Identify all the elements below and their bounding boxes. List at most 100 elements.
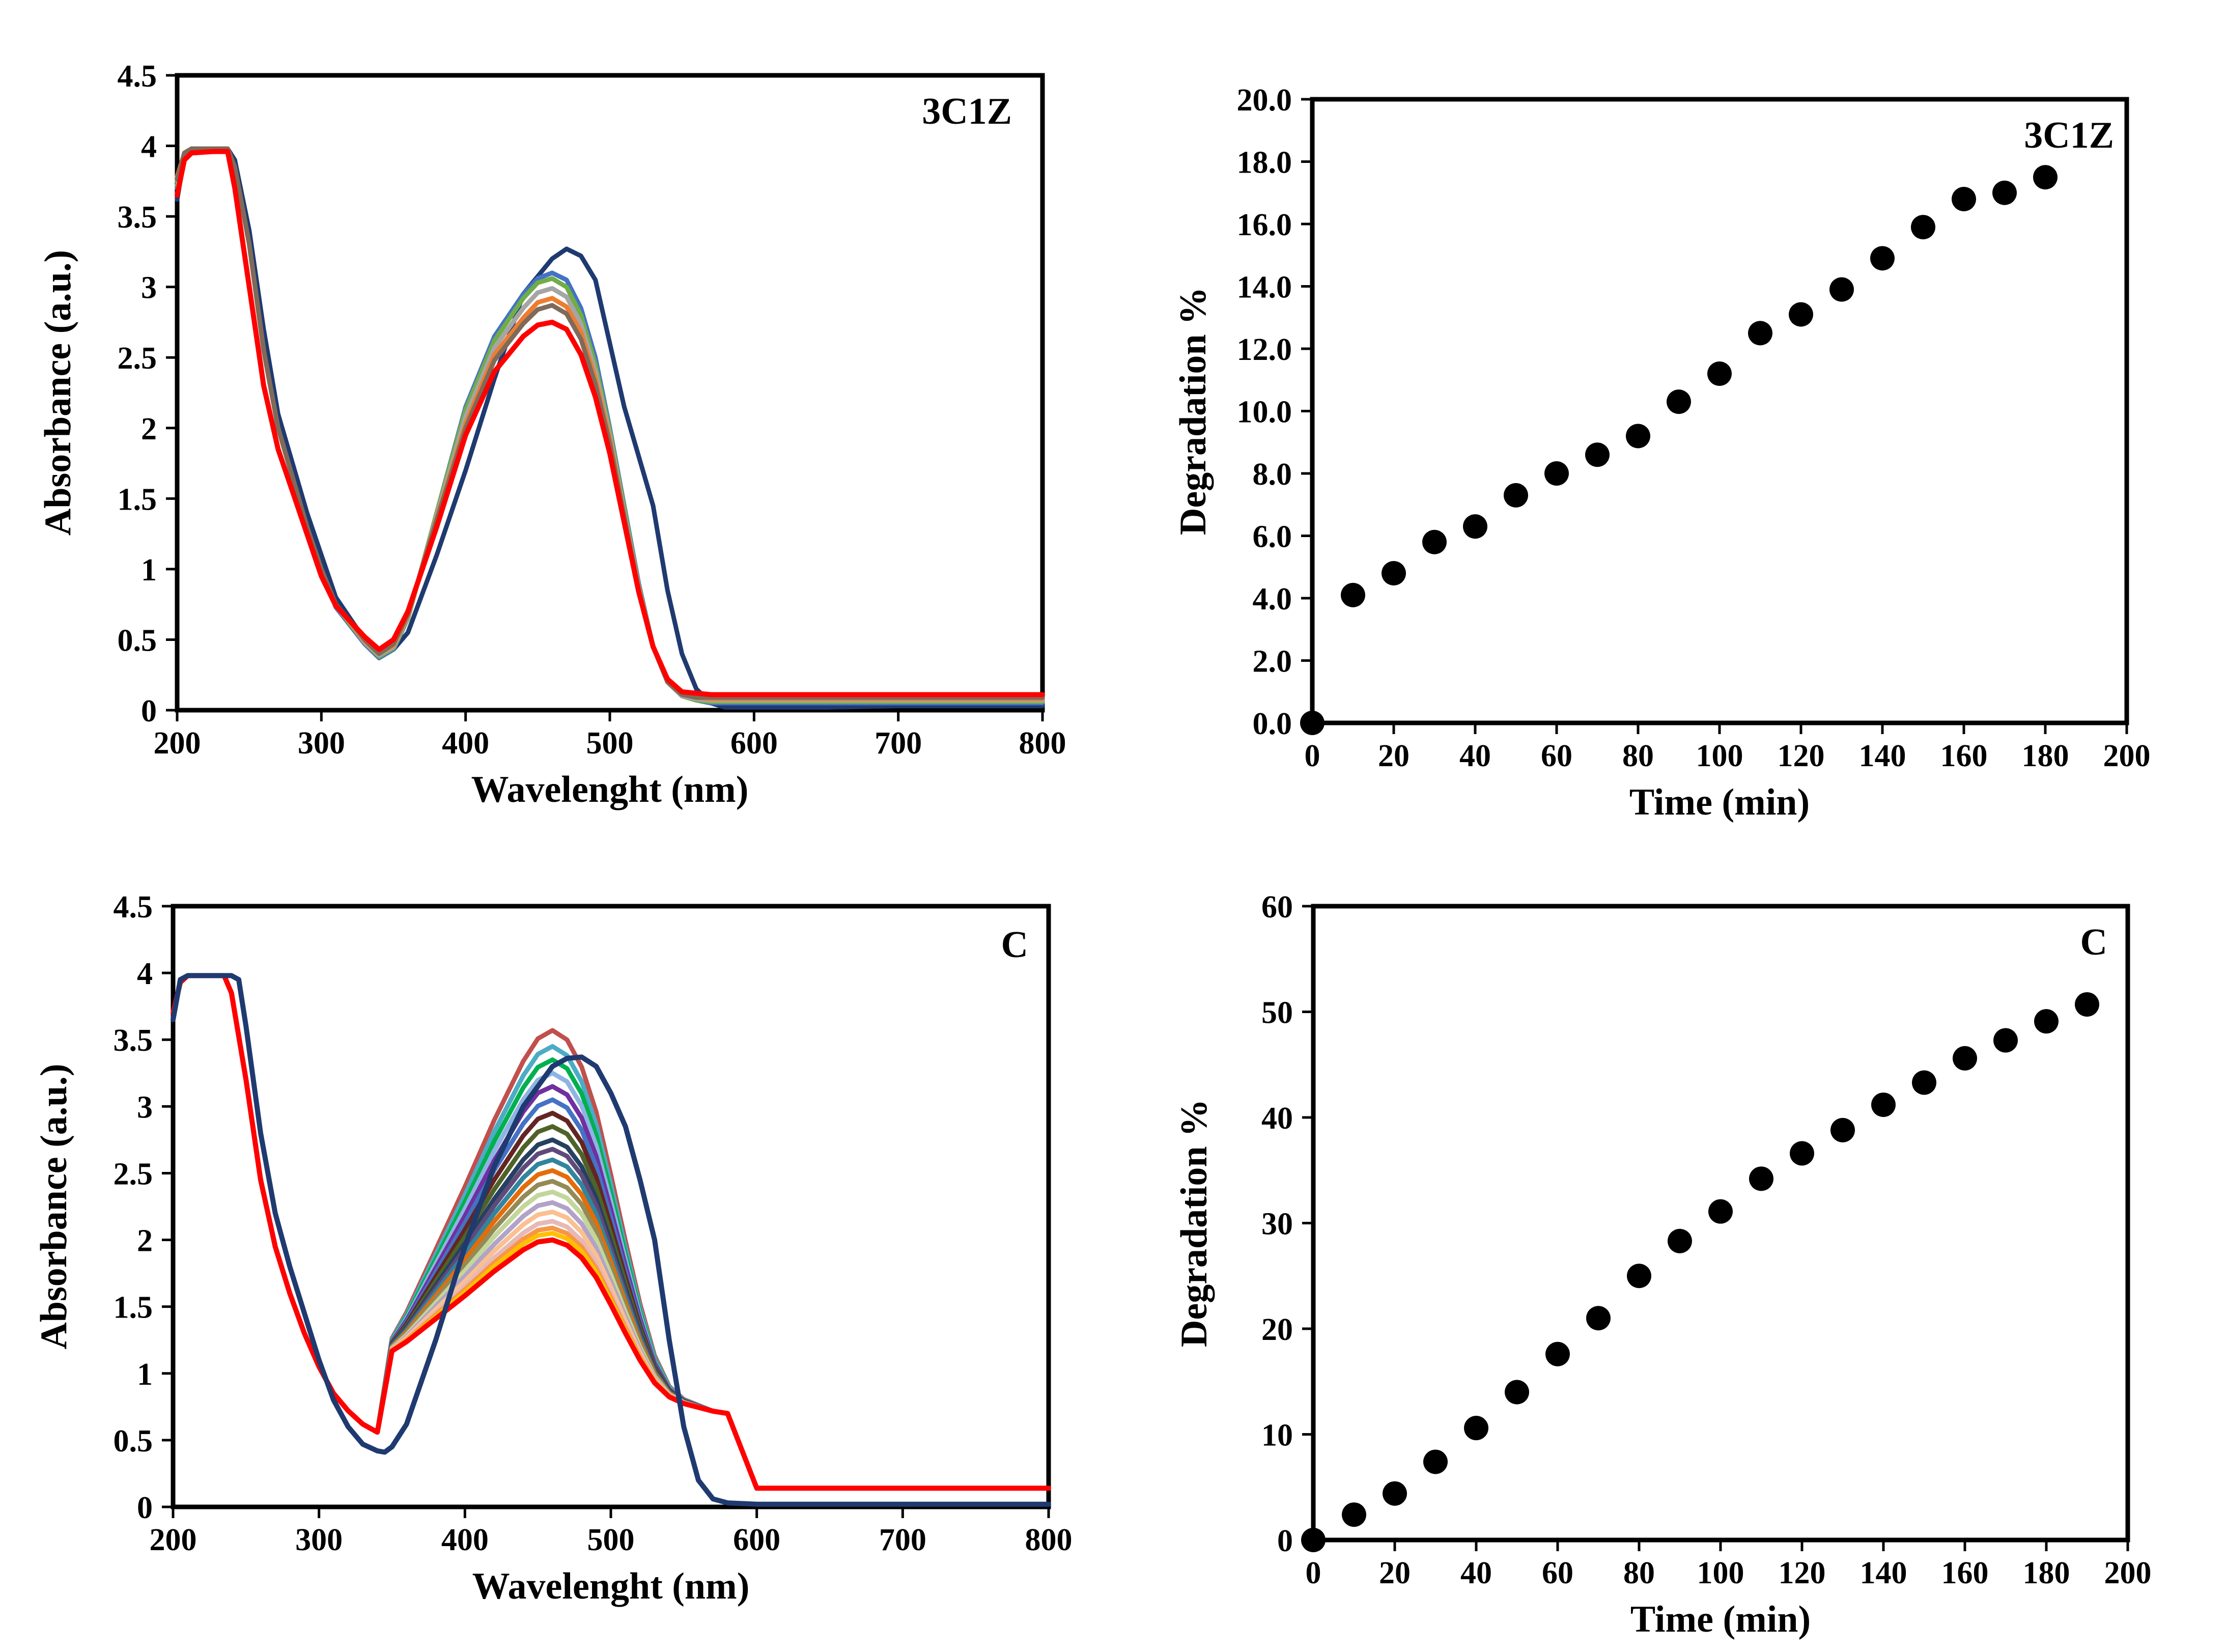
data-point <box>1341 582 1365 607</box>
data-point <box>2033 165 2058 190</box>
data-point <box>1382 561 1406 585</box>
y-tick-label: 4.5 <box>114 890 153 925</box>
y-tick-label: 3.5 <box>118 200 157 235</box>
y-tick-label: 4 <box>141 130 157 164</box>
y-tick-label: 1 <box>137 1357 153 1392</box>
y-tick-label: 10 <box>1261 1418 1293 1453</box>
data-point <box>1993 1028 2018 1053</box>
y-tick-label: 6.0 <box>1253 520 1292 554</box>
x-tick-label: 20 <box>1378 739 1410 773</box>
data-point <box>1830 1117 1855 1142</box>
x-tick-label: 20 <box>1379 1556 1411 1590</box>
data-point <box>1463 514 1487 539</box>
x-tick-label: 600 <box>733 1523 780 1557</box>
y-tick-label: 2 <box>141 412 157 446</box>
x-tick-label: 800 <box>1019 726 1066 761</box>
data-point <box>1545 1341 1570 1366</box>
x-tick-label: 800 <box>1025 1523 1073 1557</box>
x-tick-label: 40 <box>1459 739 1491 773</box>
x-tick-label: 140 <box>1860 1556 1907 1590</box>
y-tick-label: 3.5 <box>114 1023 153 1058</box>
y-tick-label: 40 <box>1261 1101 1293 1136</box>
x-tick-label: 500 <box>586 726 634 761</box>
x-tick-label: 400 <box>441 1523 489 1557</box>
y-tick-label: 0 <box>141 694 157 729</box>
y-tick-label: 1 <box>141 553 157 587</box>
panel-annotation: C <box>1001 924 1028 966</box>
y-tick-label: 2.5 <box>114 1157 153 1191</box>
y-tick-label: 0.0 <box>1253 707 1292 741</box>
data-point <box>1790 1141 1814 1166</box>
y-axis-label: Degradation % <box>1173 1099 1215 1347</box>
data-point <box>1749 1166 1773 1191</box>
x-tick-label: 120 <box>1779 1556 1826 1590</box>
data-point <box>1992 180 2017 205</box>
panel-annotation: C <box>2080 921 2107 963</box>
absorbance-chart-3c1z: 200 300 400 500 600 700 800 0 0.5 1 1.5 2 2.5 3 3.5 4 4.… <box>37 59 1066 810</box>
data-point <box>1668 1228 1692 1253</box>
y-tick-label: 10.0 <box>1237 395 1292 430</box>
x-tick-label: 40 <box>1460 1556 1492 1590</box>
y-tick-label: 2.5 <box>118 341 157 376</box>
data-point <box>2075 992 2099 1017</box>
x-tick-label: 300 <box>295 1523 343 1557</box>
y-tick-label: 3 <box>141 271 157 305</box>
x-tick-label: 60 <box>1542 1556 1573 1590</box>
x-tick-label: 500 <box>587 1523 635 1557</box>
y-tick-label: 30 <box>1261 1207 1293 1242</box>
y-tick-label: 16.0 <box>1237 208 1292 242</box>
y-tick-label: 3 <box>137 1090 153 1125</box>
y-axis-label: Absorbance (a.u.) <box>33 1063 75 1349</box>
y-tick-label: 0.5 <box>114 1424 153 1459</box>
y-tick-label: 8.0 <box>1253 457 1292 492</box>
y-tick-label: 0.5 <box>118 623 157 658</box>
x-tick-label: 700 <box>879 1523 926 1557</box>
y-tick-label: 12.0 <box>1237 332 1292 367</box>
data-point <box>1505 1380 1529 1405</box>
data-point <box>1422 529 1447 554</box>
degradation-chart-3c1z: 0 20 40 60 80 100 120 140 160 180 200 0.0 2.0 4.0 6.0 8… <box>1172 83 2151 823</box>
data-point <box>1423 1449 1448 1474</box>
data-point <box>1301 1528 1326 1552</box>
data-point <box>1953 1046 1977 1071</box>
y-tick-label: 1.5 <box>114 1291 153 1325</box>
y-tick-label: 2 <box>137 1224 153 1258</box>
data-point <box>1626 424 1650 449</box>
x-tick-label: 160 <box>1940 739 1988 773</box>
data-point <box>1789 302 1813 327</box>
data-point <box>1627 1264 1651 1289</box>
series-line <box>171 973 1051 1507</box>
data-point <box>2034 1009 2059 1034</box>
y-tick-label: 50 <box>1261 996 1293 1030</box>
x-tick-label: 200 <box>150 1523 197 1557</box>
y-tick-label: 20 <box>1261 1312 1293 1347</box>
y-tick-label: 14.0 <box>1237 270 1292 305</box>
x-tick-label: 200 <box>2103 739 2151 773</box>
data-point <box>1342 1502 1366 1527</box>
x-tick-label: 160 <box>1941 1556 1989 1590</box>
x-tick-label: 0 <box>1305 739 1320 773</box>
x-tick-label: 120 <box>1778 739 1825 773</box>
y-tick-label: 0 <box>137 1491 153 1525</box>
degradation-chart-c: 0 20 40 60 80 100 120 140 160 180 200 0 10 20 30 40 50 60… <box>1173 890 2152 1640</box>
series-line <box>175 146 1045 700</box>
x-tick-label: 100 <box>1696 739 1743 773</box>
x-tick-label: 300 <box>298 726 345 761</box>
y-tick-label: 20.0 <box>1237 83 1292 118</box>
data-point <box>1300 711 1325 735</box>
x-tick-label: 200 <box>154 726 201 761</box>
x-axis-label: Wavelenght (nm) <box>471 769 749 810</box>
y-tick-label: 0 <box>1277 1524 1293 1558</box>
x-tick-label: 80 <box>1623 1556 1655 1590</box>
data-point <box>1748 321 1772 346</box>
y-tick-label: 4.5 <box>118 59 157 94</box>
x-tick-label: 0 <box>1306 1556 1321 1590</box>
x-axis-label: Wavelenght (nm) <box>472 1565 750 1607</box>
panel-annotation: 3C1Z <box>922 91 1012 132</box>
data-point <box>1871 1093 1896 1117</box>
data-point <box>1667 389 1691 414</box>
x-axis-label: Time (min) <box>1630 1599 1811 1640</box>
series-line <box>175 149 1045 697</box>
x-axis-label: Time (min) <box>1629 781 1810 823</box>
